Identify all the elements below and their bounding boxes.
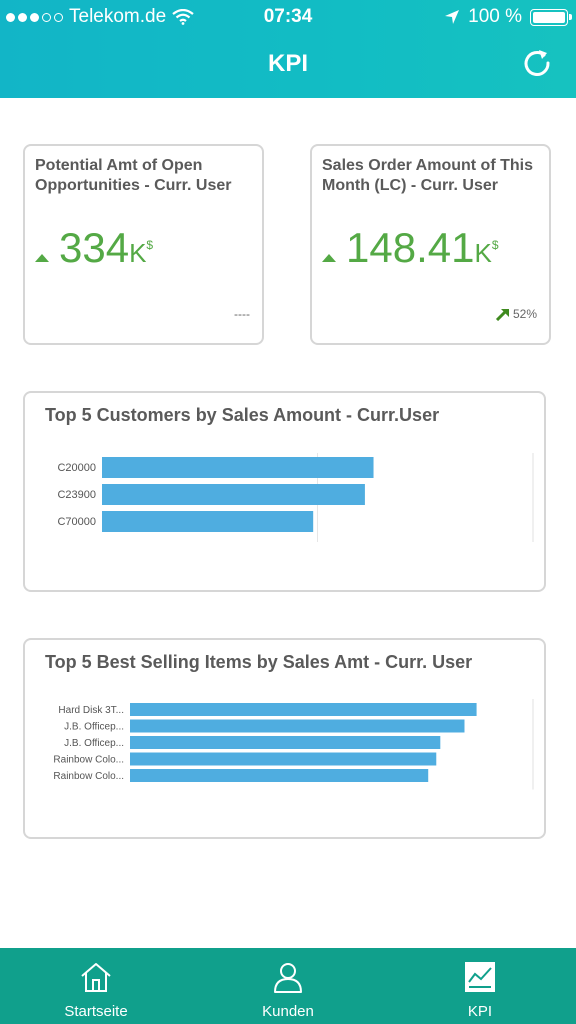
category-label: J.B. Officep...: [64, 722, 124, 733]
kpi-tile-sales-order-amount[interactable]: Sales Order Amount of This Month (LC) - …: [310, 144, 551, 345]
tab-bar: Startseite Kunden KPI: [0, 948, 576, 1024]
tab-startseite[interactable]: Startseite: [0, 948, 192, 1024]
battery-icon: [530, 8, 572, 26]
status-time: 07:34: [263, 6, 313, 27]
status-right: 100 %: [444, 6, 572, 28]
tab-kpi[interactable]: KPI: [384, 948, 576, 1024]
kpi-footer: 52%: [495, 307, 537, 321]
chart-tile-best-selling-items[interactable]: Top 5 Best Selling Items by Sales Amt - …: [23, 638, 546, 839]
kpi-unit: K: [474, 238, 492, 268]
trend-arrow-up-icon: [495, 309, 509, 321]
kpi-number: 334: [59, 224, 130, 271]
status-left: Telekom.de: [6, 6, 194, 28]
kpi-value: 148.41 K $: [322, 226, 499, 270]
refresh-icon[interactable]: [520, 46, 554, 80]
chart-icon: [465, 962, 495, 992]
tab-label: Startseite: [64, 1003, 128, 1020]
battery-percent: 100 %: [468, 6, 522, 27]
tab-kunden[interactable]: Kunden: [192, 948, 384, 1024]
kpi-number: 148.41: [346, 224, 475, 271]
chart-title: Top 5 Customers by Sales Amount - Curr.U…: [45, 405, 440, 425]
items-bar-chart: Hard Disk 3T... J.B. Officep... J.B. Offic…: [53, 699, 534, 790]
category-label: Hard Disk 3T...: [58, 705, 124, 716]
kpi-tile-title: Sales Order Amount of This Month (LC) - …: [322, 157, 533, 194]
bar[interactable]: [130, 752, 437, 766]
signal-icon: [6, 12, 63, 22]
bar[interactable]: [130, 736, 441, 749]
wifi-icon: [172, 9, 194, 25]
category-label: J.B. Officep...: [64, 738, 124, 749]
bar[interactable]: [130, 769, 429, 782]
status-bar: Telekom.de 07:34 100 %: [0, 0, 576, 34]
kpi-currency: $: [491, 238, 499, 252]
category-label: C20000: [57, 462, 96, 474]
kpi-tile-title: Potential Amt of Open Opportunities - Cu…: [35, 157, 232, 194]
carrier-label: Telekom.de: [69, 6, 167, 27]
location-arrow-icon: [445, 10, 460, 24]
category-label: Rainbow Colo...: [53, 771, 124, 782]
category-label: Rainbow Colo...: [53, 755, 124, 766]
bar[interactable]: [130, 719, 465, 733]
bar[interactable]: [102, 484, 365, 505]
bar[interactable]: [130, 703, 477, 716]
page-title: KPI: [267, 50, 308, 77]
kpi-tile-open-opportunities[interactable]: Potential Amt of Open Opportunities - Cu…: [23, 144, 264, 345]
kpi-footer-text: ----: [234, 307, 250, 321]
chart-title: Top 5 Best Selling Items by Sales Amt - …: [45, 652, 473, 672]
kpi-footer: ----: [234, 307, 250, 321]
top-bar: Telekom.de 07:34 100 % KPI: [0, 0, 576, 98]
kpi-unit: K: [129, 238, 147, 268]
bar[interactable]: [102, 457, 374, 478]
customers-bar-chart: C20000 C23900 C70000: [57, 453, 534, 542]
user-icon: [274, 963, 302, 993]
home-icon: [81, 963, 111, 992]
category-label: C70000: [57, 516, 96, 528]
tab-label: Kunden: [262, 1003, 314, 1020]
kpi-value: 334 K $: [35, 226, 153, 270]
category-label: C23900: [57, 489, 96, 501]
trend-up-icon: [322, 254, 336, 262]
bar[interactable]: [102, 511, 314, 532]
kpi-footer-text: 52%: [512, 307, 537, 321]
trend-up-icon: [35, 254, 49, 262]
tab-label: KPI: [467, 1003, 493, 1020]
chart-tile-top-customers[interactable]: Top 5 Customers by Sales Amount - Curr.U…: [23, 391, 546, 592]
kpi-currency: $: [146, 238, 154, 252]
